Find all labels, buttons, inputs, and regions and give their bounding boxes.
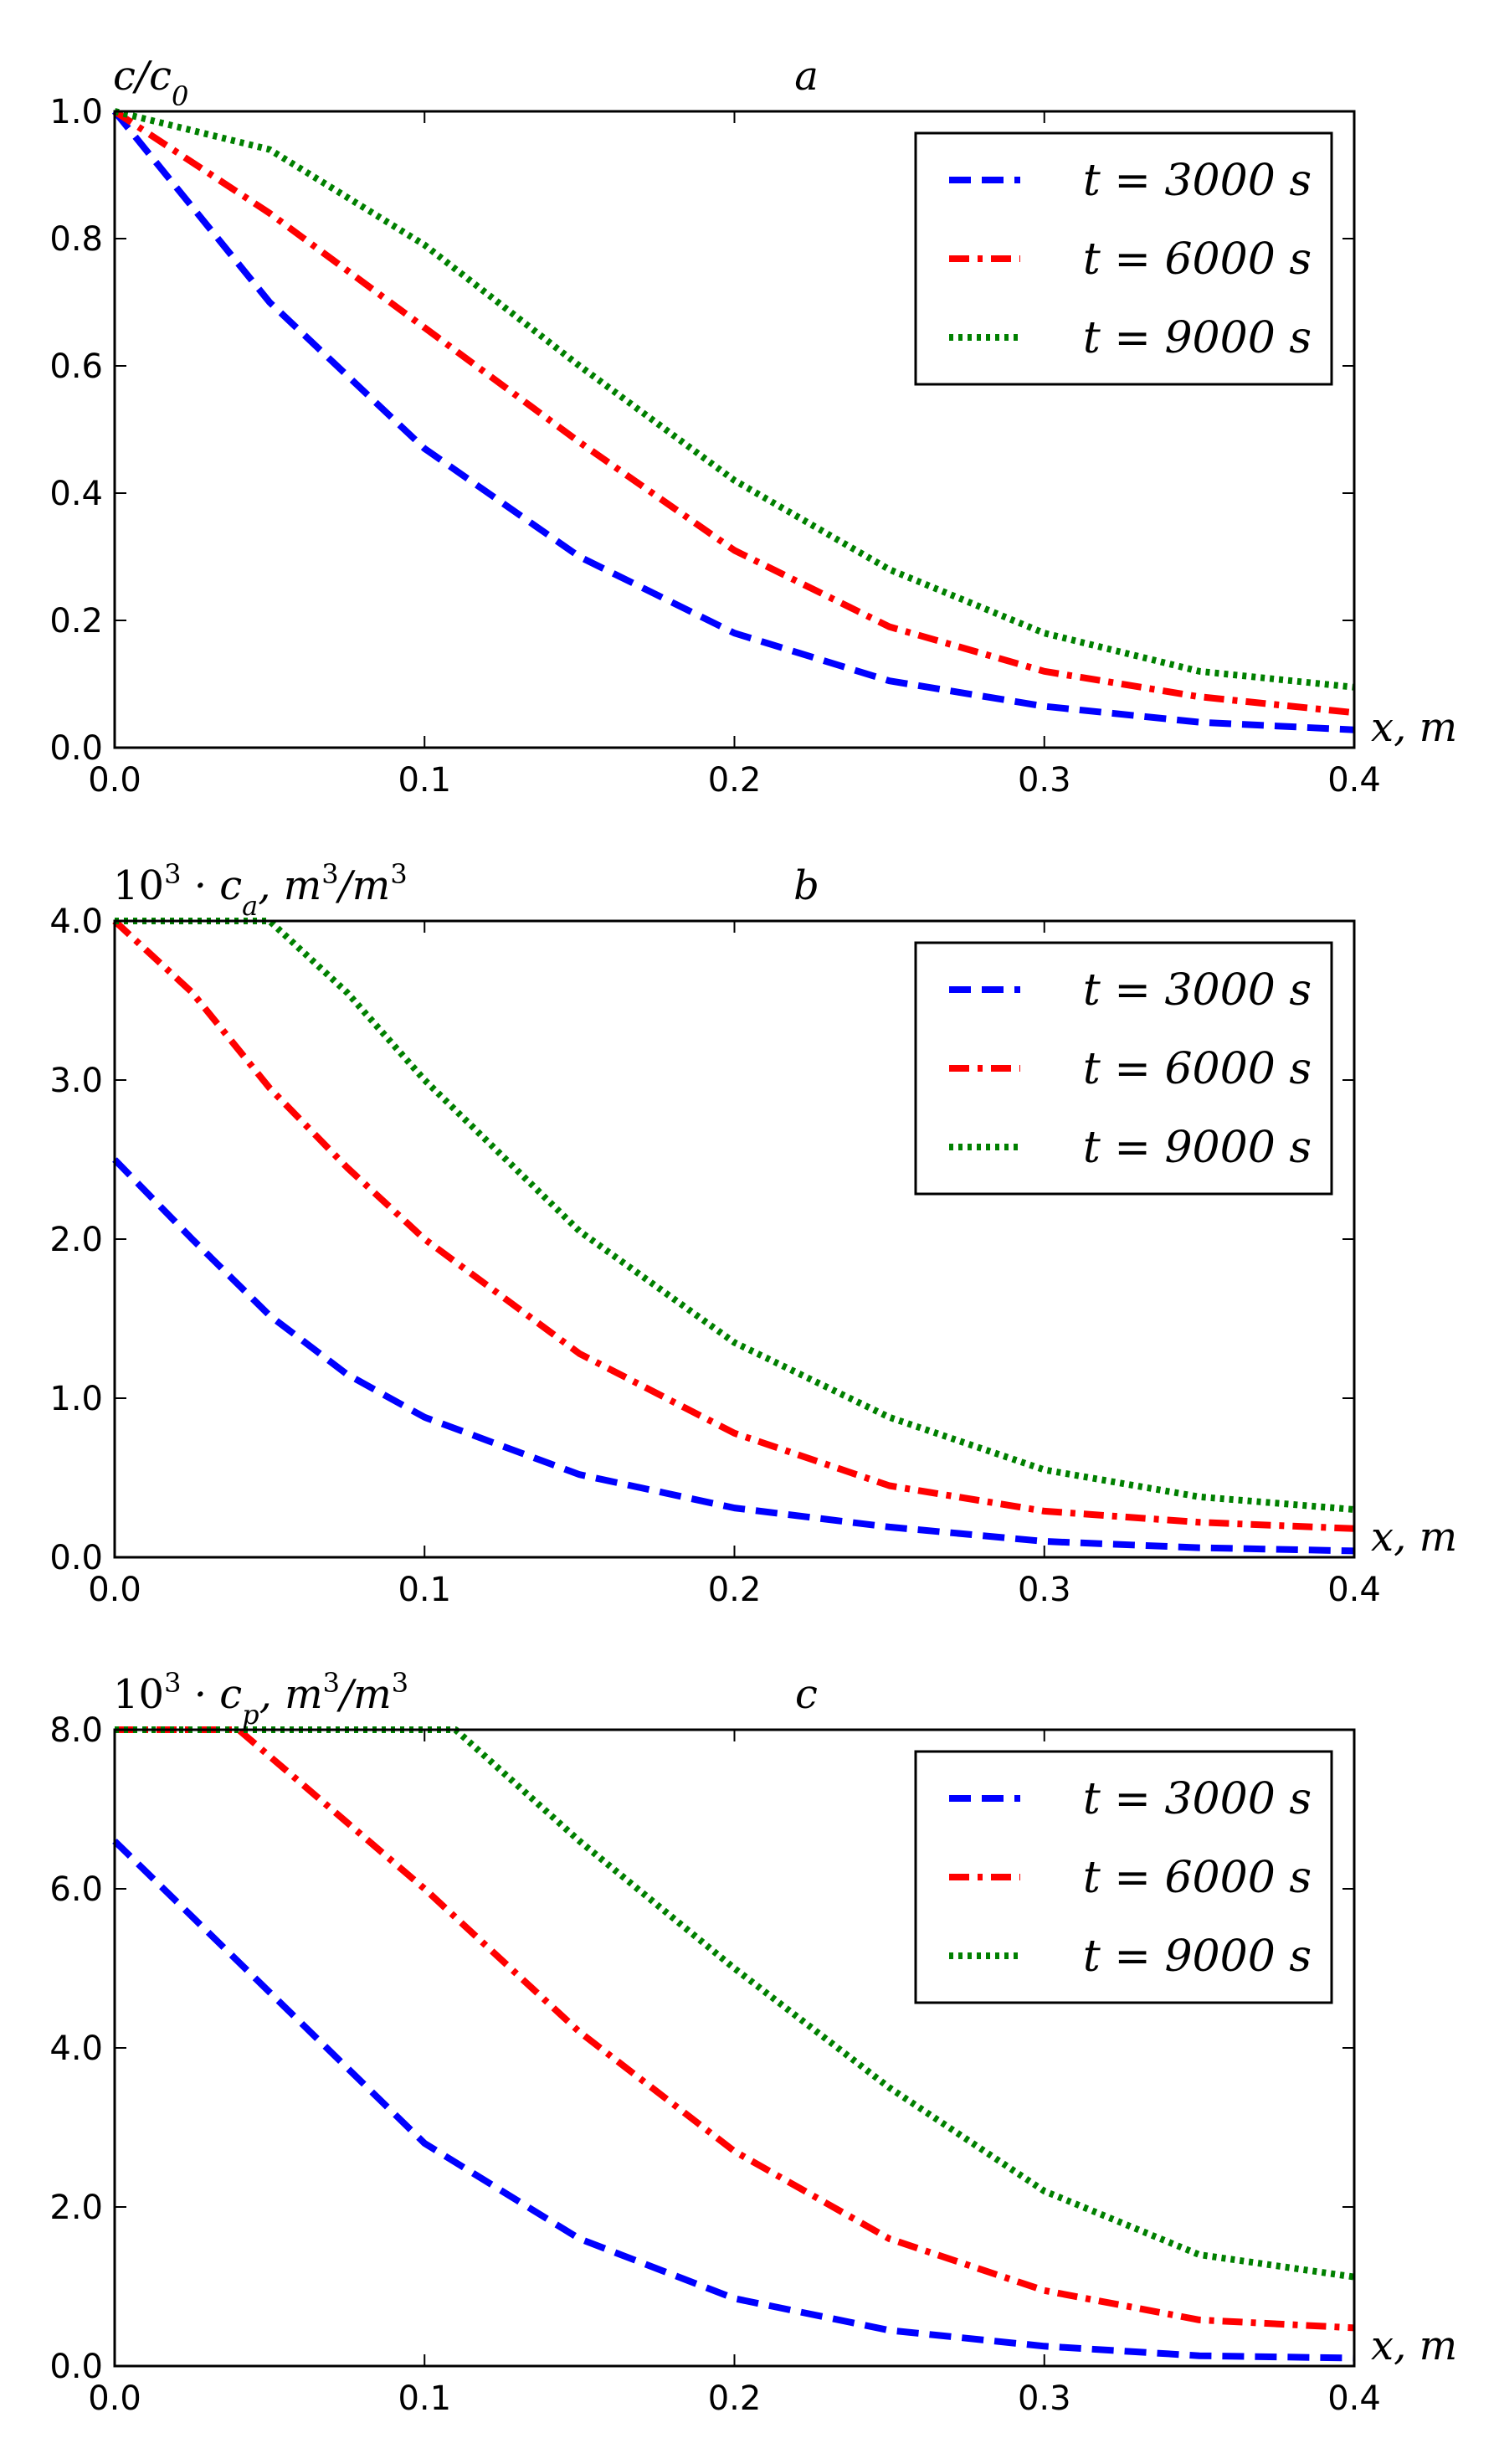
x-axis-label: x, m: [1371, 704, 1457, 751]
x-tick-label: 0.0: [88, 761, 141, 800]
y-tick-label: 0.8: [49, 220, 103, 259]
x-tick-label: 0.4: [1327, 2379, 1381, 2418]
y-tick-label: 0.6: [49, 347, 103, 386]
legend: t = 3000 s t = 6000 s t = 9000 s: [914, 131, 1333, 386]
x-axis-label: x, m: [1371, 2323, 1457, 2369]
legend: t = 3000 s t = 6000 s t = 9000 s: [914, 1750, 1333, 2004]
legend-label-3: t = 9000 s: [1083, 1932, 1312, 1982]
panel-label: a: [794, 53, 819, 100]
panel-label: c: [795, 1671, 818, 1718]
panel-b: 0.0 0.1 0.2 0.3 0.4 0.0 1.0 2.0 3.0 4.0 103 · ca, …: [49, 858, 1457, 1609]
series-line-1: [112, 1157, 1355, 1555]
panel-label: b: [793, 862, 819, 909]
y-tick-label: 0.0: [49, 2348, 103, 2386]
y-tick-label: 0.0: [49, 1539, 103, 1577]
legend-box: [914, 1750, 1333, 2004]
x-tick-label: 0.2: [708, 761, 762, 800]
y-tick-label: 2.0: [49, 1221, 103, 1259]
x-tick-label: 0.1: [398, 761, 451, 800]
x-tick-label: 0.4: [1327, 1571, 1381, 1609]
legend-label-2: t = 6000 s: [1083, 1044, 1312, 1094]
axes-frame: [113, 919, 1356, 1559]
legend-label-1: t = 3000 s: [1083, 1774, 1312, 1824]
y-axis-label: c/c0: [113, 53, 188, 112]
legend-label-2: t = 6000 s: [1083, 1853, 1312, 1903]
y-tick-label: 0.0: [49, 729, 103, 768]
axes-frame: [113, 110, 1356, 749]
x-tick-label: 0.1: [398, 2379, 451, 2418]
legend-label-3: t = 9000 s: [1083, 1123, 1312, 1173]
y-tick-label: 8.0: [49, 1711, 103, 1750]
legend-box: [914, 941, 1333, 1196]
panel-c: 0.0 0.1 0.2 0.3 0.4 0.0 2.0 4.0 6.0 8.0 103 · cp, …: [49, 1667, 1457, 2418]
legend-label-1: t = 3000 s: [1083, 965, 1312, 1016]
x-tick-label: 0.0: [88, 1571, 141, 1609]
series-line-2: [112, 918, 1355, 1532]
series-line-3: [114, 108, 1355, 691]
axes-frame: [113, 1728, 1356, 2368]
x-tick-label: 0.0: [88, 2379, 141, 2418]
x-tick-label: 0.4: [1327, 761, 1381, 800]
panel-a: 0.0 0.1 0.2 0.3 0.4 0.0 0.2 0.4 0.6 0.8 1.0 c/c0 a x,…: [49, 53, 1457, 800]
series-line-2: [112, 108, 1355, 717]
x-tick-label: 0.3: [1018, 1571, 1071, 1609]
y-tick-label: 0.4: [49, 475, 103, 513]
y-axis-label: 103 · cp, m3/m3: [113, 1667, 408, 1731]
y-axis-label: 103 · ca, m3/m3: [113, 858, 408, 922]
series-line-2: [115, 1726, 1355, 2332]
y-tick-label: 1.0: [49, 1380, 103, 1418]
x-tick-label: 0.1: [398, 1571, 451, 1609]
y-tick-label: 4.0: [49, 2029, 103, 2068]
x-tick-label: 0.3: [1018, 2379, 1071, 2418]
y-tick-label: 1.0: [49, 93, 103, 131]
y-tick-label: 3.0: [49, 1062, 103, 1100]
y-tick-label: 4.0: [49, 903, 103, 941]
x-tick-label: 0.3: [1018, 761, 1071, 800]
y-tick-label: 0.2: [49, 602, 103, 640]
legend-label-1: t = 3000 s: [1083, 156, 1312, 206]
x-tick-label: 0.2: [708, 2379, 762, 2418]
x-tick-label: 0.2: [708, 1571, 762, 1609]
legend-label-3: t = 9000 s: [1083, 313, 1312, 363]
series-line-1: [111, 109, 1355, 733]
legend-box: [914, 131, 1333, 386]
x-axis-label: x, m: [1371, 1514, 1457, 1561]
legend-label-2: t = 6000 s: [1083, 234, 1312, 285]
y-tick-label: 6.0: [49, 1870, 103, 1909]
y-tick-label: 2.0: [49, 2189, 103, 2227]
legend: t = 3000 s t = 6000 s t = 9000 s: [914, 941, 1333, 1196]
